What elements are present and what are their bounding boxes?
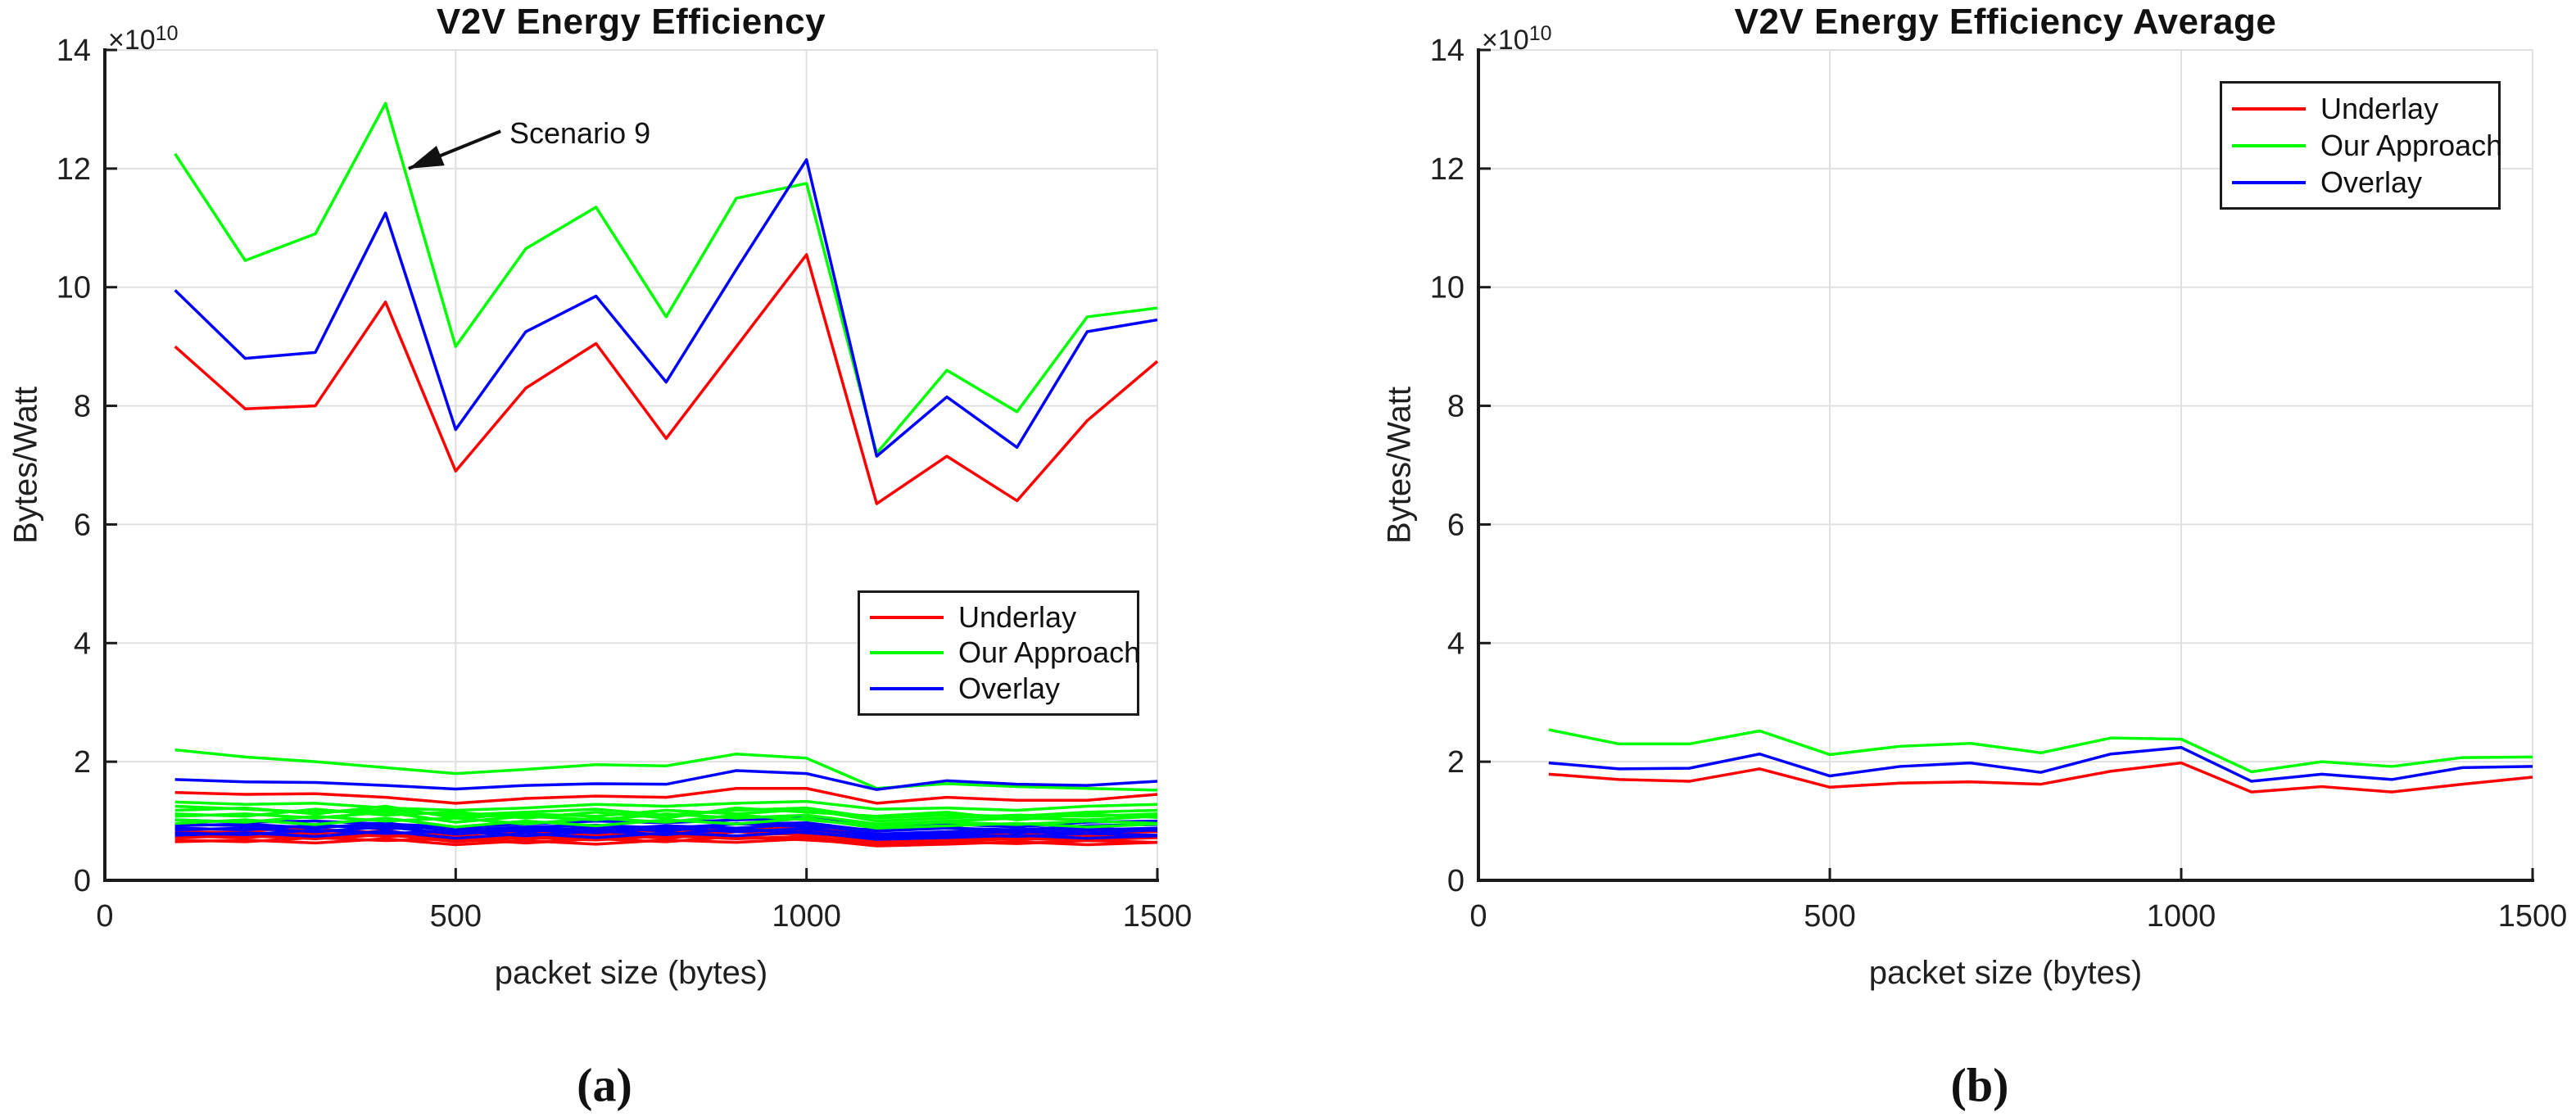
chart-b-y-exponent: ×1010 <box>1482 22 1552 57</box>
legend-line-sample-icon <box>870 687 944 691</box>
y-tick-label: 4 <box>1447 626 1465 661</box>
y-tick-label: 2 <box>1447 745 1465 780</box>
series-line-our-approach <box>1548 728 2533 774</box>
legend-line-sample-icon <box>2232 180 2306 184</box>
chart-b-y-axis-label: Bytes/Watt <box>1381 387 1418 544</box>
x-tick-label: 1000 <box>2147 899 2216 934</box>
chart-b-title: V2V Energy Efficiency Average <box>1734 2 2277 42</box>
series-line-green-scenario <box>174 816 1158 830</box>
series-line-overlay <box>174 158 1158 458</box>
legend-item-label: Our Approach <box>2320 128 2503 162</box>
series-line-blue-scenario <box>174 821 1158 834</box>
series-line-overlay <box>1548 746 2533 783</box>
x-tick-label: 1500 <box>1123 899 1193 934</box>
y-tick-label: 14 <box>1430 34 1465 68</box>
y-tick-label: 10 <box>1430 271 1465 305</box>
chart-a-legend: Underlay Our Approach Overlay <box>858 590 1141 716</box>
series-line-blue-scenario <box>174 769 1158 791</box>
chart-a-y-exponent-base: ×10 <box>108 25 156 56</box>
legend-item-underlay: Underlay <box>2222 92 2498 126</box>
annotation-arrowhead-icon <box>408 145 445 169</box>
y-tick-label: 4 <box>74 626 91 661</box>
x-tick-label: 1000 <box>772 899 841 934</box>
chart-b-legend: Underlay Our Approach Overlay <box>2220 81 2502 210</box>
y-tick-label: 12 <box>1430 152 1465 187</box>
legend-item-label: Our Approach <box>958 635 1141 670</box>
legend-item-overlay: Overlay <box>2222 165 2498 200</box>
series-line-red-scenario <box>174 786 1158 805</box>
series-line-red-scenario <box>174 837 1158 848</box>
legend-item-our-approach: Our Approach <box>860 635 1141 670</box>
x-tick-label: 0 <box>1469 899 1487 934</box>
chart-a-y-exponent-power: 10 <box>155 22 179 45</box>
series-line-blue-scenario <box>174 830 1158 841</box>
y-tick-label: 14 <box>57 34 91 68</box>
chart-b-y-exponent-power: 10 <box>1528 22 1552 45</box>
chart-b-x-axis-label: packet size (bytes) <box>1868 955 2143 991</box>
legend-line-sample-icon <box>2232 143 2306 147</box>
caption-b: (b) <box>1950 1058 2009 1112</box>
legend-item-our-approach: Our Approach <box>2222 129 2502 163</box>
legend-item-label: Underlay <box>2320 91 2439 125</box>
y-tick-label: 8 <box>74 390 91 424</box>
y-tick-label: 6 <box>1447 508 1465 542</box>
y-tick-label: 10 <box>57 271 91 305</box>
legend-line-sample-icon <box>870 615 944 619</box>
chart-a-annotation-scenario9: Scenario 9 <box>509 116 651 150</box>
legend-item-underlay: Underlay <box>860 600 1137 635</box>
legend-line-sample-icon <box>870 651 944 655</box>
chart-a-x-axis-label: packet size (bytes) <box>494 955 768 991</box>
legend-item-overlay: Overlay <box>860 672 1137 706</box>
legend-item-label: Overlay <box>958 672 1061 706</box>
chart-a-y-axis-label: Bytes/Watt <box>7 387 44 544</box>
series-line-green-scenario <box>174 799 1158 812</box>
series-line-our-approach <box>174 102 1158 455</box>
chart-a-title: V2V Energy Efficiency <box>436 2 826 42</box>
chart-a-y-exponent: ×1010 <box>108 22 179 57</box>
x-tick-label: 500 <box>430 899 482 934</box>
caption-a: (a) <box>577 1058 632 1112</box>
y-tick-label: 8 <box>1447 390 1465 424</box>
x-tick-label: 1500 <box>2498 899 2568 934</box>
y-tick-label: 2 <box>74 745 91 780</box>
series-line-green-scenario <box>174 810 1158 825</box>
y-tick-label: 0 <box>1447 864 1465 898</box>
series-line-underlay <box>174 253 1159 505</box>
series-line-underlay <box>1548 761 2533 794</box>
x-tick-label: 0 <box>96 899 113 934</box>
y-tick-label: 12 <box>57 152 91 187</box>
chart-b-y-exponent-base: ×10 <box>1482 25 1529 56</box>
x-tick-label: 500 <box>1804 899 1855 934</box>
legend-item-label: Underlay <box>958 599 1077 634</box>
legend-line-sample-icon <box>2232 106 2306 111</box>
series-line-green-scenario <box>174 748 1158 792</box>
y-tick-label: 0 <box>74 864 91 898</box>
y-tick-label: 6 <box>74 508 91 542</box>
series-line-green-scenario <box>174 806 1158 821</box>
legend-item-label: Overlay <box>2320 165 2423 199</box>
